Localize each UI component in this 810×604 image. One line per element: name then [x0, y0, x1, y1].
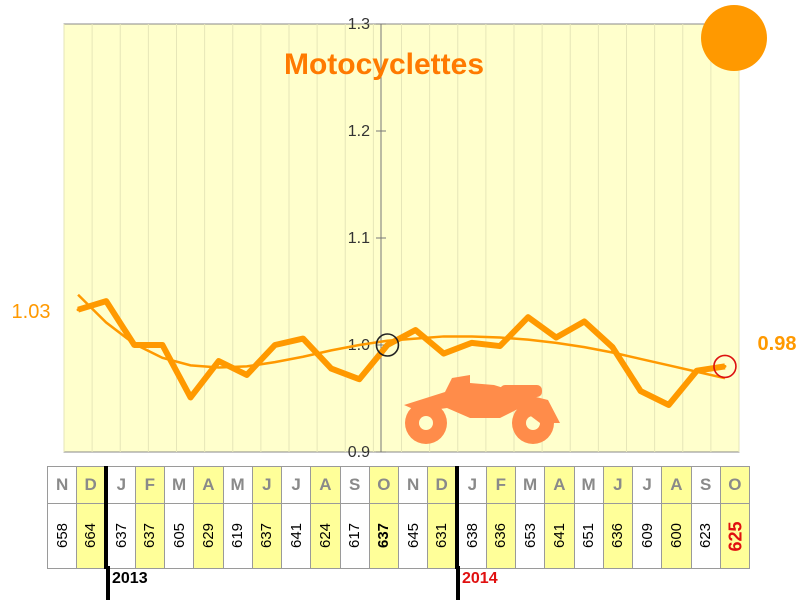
data-point	[667, 403, 671, 407]
month-cell: J	[103, 466, 136, 504]
data-point	[385, 343, 389, 347]
data-point	[470, 341, 474, 345]
value-cell: 619	[222, 503, 253, 569]
value-cell: 625	[719, 503, 751, 569]
year-label-2013: 2013	[112, 570, 148, 587]
month-cell: J	[454, 466, 487, 504]
series-line	[77, 298, 726, 408]
values-row: 658 664 637 637 605 629 619 637 641 624 617 637 645 6…	[46, 503, 751, 569]
data-point	[189, 395, 193, 399]
month-cell: O	[368, 466, 400, 504]
data-point	[639, 389, 643, 393]
value-cell: 658	[46, 503, 78, 569]
data-point	[329, 367, 333, 371]
year-label-2014: 2014	[462, 570, 498, 587]
value-cell: 664	[76, 503, 107, 569]
year-divider-2013	[106, 566, 110, 600]
month-cell: J	[251, 466, 283, 504]
value-cell: 637	[368, 503, 400, 569]
y-tick-label: 1.3	[348, 16, 370, 33]
value-cell: 641	[544, 503, 575, 569]
data-point	[414, 328, 418, 332]
data-point	[695, 369, 699, 373]
value-cell: 641	[280, 503, 312, 569]
month-cell: O	[719, 466, 751, 504]
data-point	[76, 308, 80, 312]
gridlines	[63, 24, 740, 452]
month-cell: S	[339, 466, 370, 504]
value-cell: 605	[163, 503, 195, 569]
value-cell: 617	[339, 503, 370, 569]
data-point	[245, 373, 249, 377]
month-cell: J	[602, 466, 634, 504]
end-value-label: 0.98	[758, 333, 797, 355]
chart: 0.91.01.11.21.3 Motocyclettes 1.03 0.98	[12, 5, 797, 461]
value-cell: 637	[134, 503, 166, 569]
month-cell: F	[134, 466, 166, 504]
start-value-label: 1.03	[12, 301, 51, 323]
data-point	[301, 337, 305, 341]
value-cell: 637	[251, 503, 283, 569]
month-cell: A	[544, 466, 575, 504]
month-cell: A	[310, 466, 341, 504]
value-cell: 636	[485, 503, 517, 569]
value-cell: 653	[514, 503, 546, 569]
data-point	[217, 359, 221, 363]
year-divider-2014	[456, 566, 460, 600]
month-cell: A	[193, 466, 224, 504]
data-point	[610, 345, 614, 349]
motorcycle-icon	[404, 375, 560, 444]
y-tick-label: 1.1	[348, 230, 370, 247]
month-cell: M	[514, 466, 546, 504]
data-point	[498, 344, 502, 348]
value-cell: 645	[397, 503, 429, 569]
month-cell: D	[427, 466, 458, 504]
value-cell: 651	[573, 503, 604, 569]
data-point	[273, 343, 277, 347]
month-cell: J	[280, 466, 312, 504]
month-cell: A	[661, 466, 692, 504]
data-point	[723, 364, 727, 368]
month-cell: J	[631, 466, 663, 504]
data-lines	[76, 293, 737, 408]
month-cell: M	[163, 466, 195, 504]
data-point	[442, 352, 446, 356]
y-tick-label: 1.2	[348, 123, 370, 140]
value-cell: 623	[690, 503, 721, 569]
latest-marker	[713, 354, 737, 379]
y-axis: 0.91.01.11.21.3	[348, 16, 386, 461]
data-point	[132, 343, 136, 347]
month-cell: D	[76, 466, 107, 504]
orange-dot-icon	[701, 5, 767, 71]
value-cell: 637	[103, 503, 136, 569]
chart-title: Motocyclettes	[284, 48, 484, 81]
value-cell: 609	[631, 503, 663, 569]
month-cell: S	[690, 466, 721, 504]
data-point	[526, 315, 530, 319]
month-cell: M	[573, 466, 604, 504]
data-point	[160, 343, 164, 347]
data-point	[357, 377, 361, 381]
value-cell: 624	[310, 503, 341, 569]
data-point	[554, 336, 558, 340]
value-cell: 631	[427, 503, 458, 569]
value-cell: 600	[661, 503, 692, 569]
value-cell: 636	[602, 503, 634, 569]
month-cell: N	[46, 466, 78, 504]
month-cell: M	[222, 466, 253, 504]
value-cell: 638	[454, 503, 487, 569]
data-point	[582, 319, 586, 323]
month-cell: F	[485, 466, 517, 504]
value-cell: 629	[193, 503, 224, 569]
month-cell: N	[397, 466, 429, 504]
reference-marker	[375, 333, 400, 357]
y-tick-label: 0.9	[348, 444, 370, 461]
data-point	[104, 299, 108, 303]
